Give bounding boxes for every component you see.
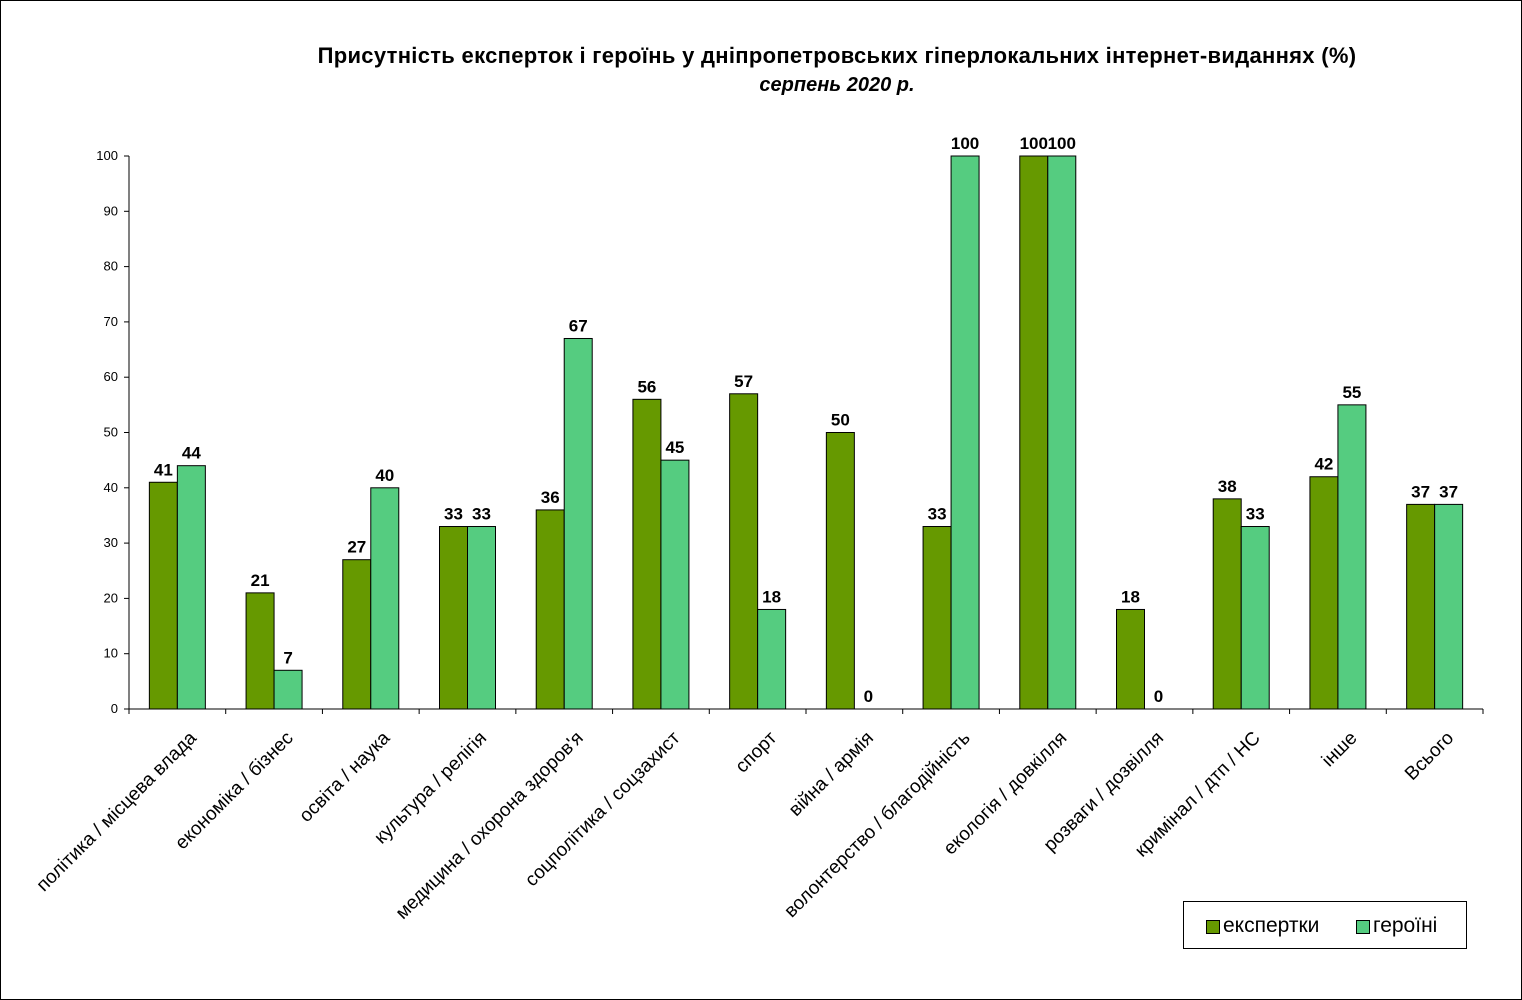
bar-experts xyxy=(1309,476,1339,710)
bar-experts xyxy=(1116,608,1145,710)
y-tick-label: 40 xyxy=(104,480,118,495)
data-label-heroines: 18 xyxy=(762,587,781,606)
data-label-experts: 36 xyxy=(541,488,560,507)
data-label-experts: 33 xyxy=(928,505,947,524)
bar-experts xyxy=(922,526,952,710)
bar-heroines xyxy=(467,526,496,710)
data-label-experts: 57 xyxy=(734,372,753,391)
y-tick-label: 70 xyxy=(104,314,118,329)
x-tick-label: освіта / наука xyxy=(295,727,394,826)
data-label-experts: 42 xyxy=(1314,455,1333,474)
data-label-heroines: 33 xyxy=(1246,505,1265,524)
legend-label-experts: експертки xyxy=(1223,914,1320,937)
data-label-experts: 37 xyxy=(1411,482,1430,501)
data-label-heroines: 45 xyxy=(665,438,684,457)
data-label-heroines: 100 xyxy=(1048,134,1076,153)
bar-heroines xyxy=(757,608,787,710)
y-tick-label: 0 xyxy=(111,701,118,716)
y-tick-label: 30 xyxy=(104,535,118,550)
bar-experts xyxy=(825,432,855,710)
data-label-experts: 100 xyxy=(1020,134,1048,153)
bar-heroines xyxy=(1337,404,1367,710)
data-label-experts: 18 xyxy=(1121,587,1140,606)
y-tick-label: 50 xyxy=(104,425,118,440)
data-label-heroines: 40 xyxy=(375,466,394,485)
data-label-experts: 41 xyxy=(154,460,173,479)
x-tick-label: політика / місцева влада xyxy=(33,727,202,896)
chart-title: Присутність експерток і героїнь у дніпро… xyxy=(317,43,1357,68)
bar-heroines xyxy=(1047,155,1077,710)
y-tick-label: 80 xyxy=(104,259,118,274)
bar-experts xyxy=(245,592,275,710)
x-tick-label: Всього xyxy=(1401,728,1458,785)
bar-heroines xyxy=(370,487,400,710)
bar-experts xyxy=(1406,503,1436,710)
legend-swatch-experts xyxy=(1206,920,1220,934)
y-tick-label: 60 xyxy=(104,369,118,384)
data-label-experts: 33 xyxy=(444,505,463,524)
bar-experts xyxy=(439,526,468,710)
bar-heroines xyxy=(563,337,593,710)
bar-heroines xyxy=(1434,503,1464,710)
legend: експертки героїні xyxy=(1183,901,1467,949)
data-label-heroines: 33 xyxy=(472,505,491,524)
y-tick-label: 100 xyxy=(96,148,118,163)
data-label-heroines: 55 xyxy=(1342,383,1361,402)
bar-heroines xyxy=(660,459,690,710)
chart-subtitle: серпень 2020 р. xyxy=(759,74,915,96)
x-tick-label: волонтерство / благодійність xyxy=(780,728,974,922)
data-label-heroines: 67 xyxy=(569,316,588,335)
bar-heroines xyxy=(1240,526,1270,710)
data-label-heroines: 37 xyxy=(1439,482,1458,501)
data-label-heroines: 44 xyxy=(182,444,201,463)
data-label-heroines: 100 xyxy=(951,134,979,153)
bar-experts xyxy=(1212,498,1242,710)
data-label-experts: 27 xyxy=(347,538,366,557)
legend-label-heroines: героїні xyxy=(1373,914,1438,937)
bar-experts xyxy=(148,481,178,710)
x-tick-label: спорт xyxy=(732,727,782,777)
y-tick-label: 90 xyxy=(104,203,118,218)
x-tick-label: медицина / охорона здоров'я xyxy=(392,728,588,924)
bar-experts xyxy=(632,398,662,710)
x-tick-label: соцполітика / соцзахист xyxy=(521,727,684,890)
data-label-experts: 50 xyxy=(831,411,850,430)
bar-heroines xyxy=(950,155,980,710)
y-tick-label: 10 xyxy=(104,646,118,661)
y-tick-label: 20 xyxy=(104,590,118,605)
bar-experts xyxy=(1019,155,1049,710)
data-label-experts: 21 xyxy=(251,571,270,590)
bar-experts xyxy=(729,393,759,710)
bar-heroines xyxy=(176,465,206,710)
bar-experts xyxy=(535,509,565,710)
data-label-heroines: 0 xyxy=(1154,687,1163,706)
data-label-experts: 56 xyxy=(637,377,656,396)
data-label-heroines: 0 xyxy=(864,687,873,706)
data-label-experts: 38 xyxy=(1218,477,1237,496)
x-tick-label: інше xyxy=(1318,728,1362,772)
legend-swatch-heroines xyxy=(1356,920,1370,934)
bar-heroines xyxy=(273,669,303,710)
x-tick-label: війна / армія xyxy=(785,728,878,821)
bar-experts xyxy=(342,559,372,710)
data-label-heroines: 7 xyxy=(283,648,292,667)
